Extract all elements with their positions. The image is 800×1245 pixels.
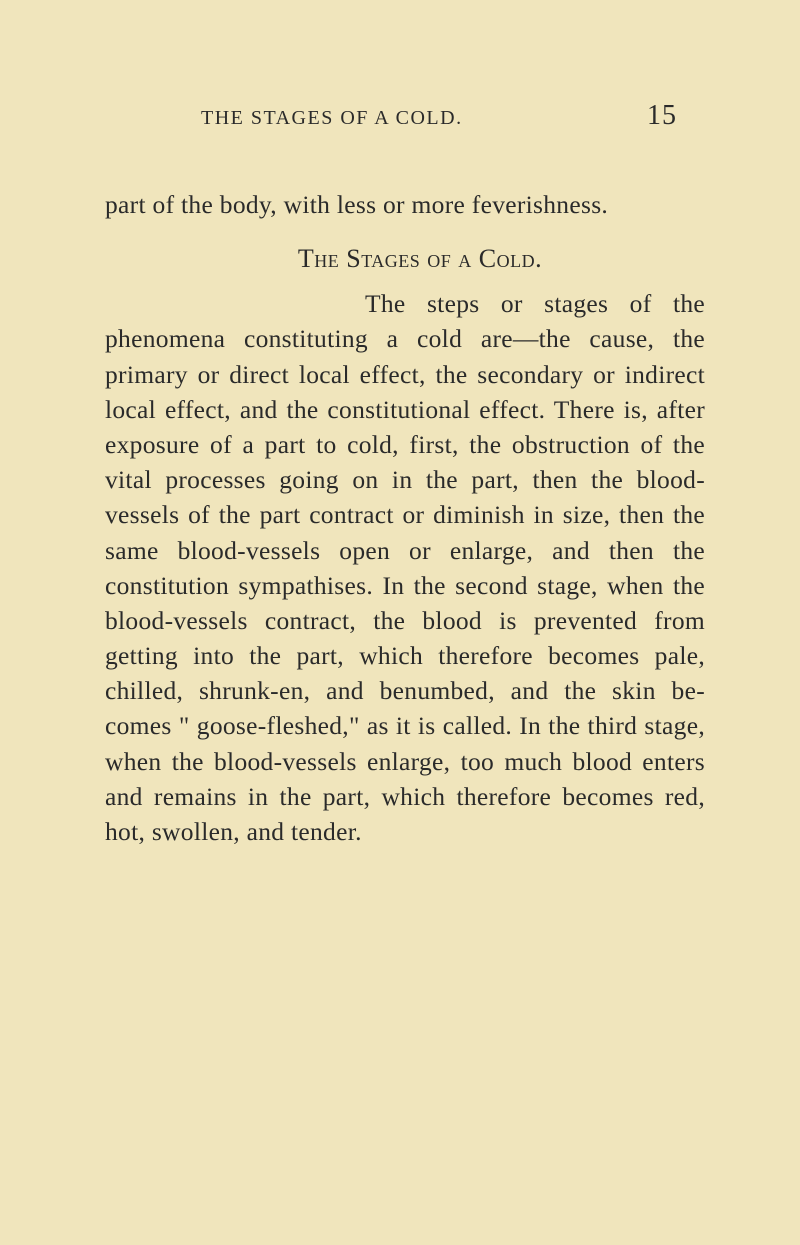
paragraph-2-opening: The steps or stages [365,289,608,318]
paragraph-2: The steps or stages of the phenomena con… [105,286,705,849]
section-heading: The Stages of a Cold. [135,244,705,274]
page-header: THE STAGES OF A COLD. 15 [105,100,705,132]
page-number: 15 [647,100,677,132]
running-title: THE STAGES OF A COLD. [201,107,463,130]
paragraph-1: part of the body, with less or more feve… [105,187,705,222]
paragraph-2-body: of the phenomena constituting a cold are… [105,289,705,846]
